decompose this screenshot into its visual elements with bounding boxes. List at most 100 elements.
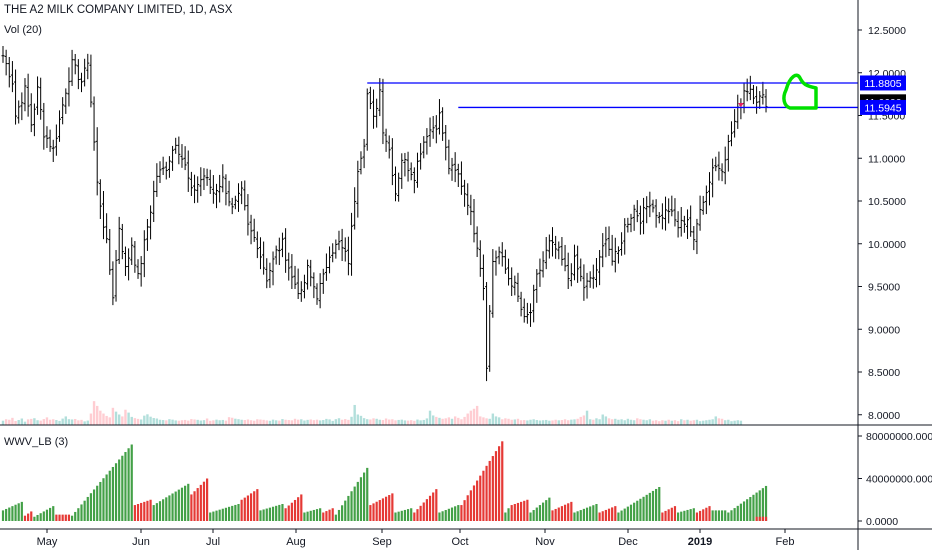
price-bar [318, 273, 322, 309]
volume-bar [322, 420, 325, 425]
volume-bar [325, 418, 328, 425]
volume-bar [347, 419, 350, 425]
wwv-bar [231, 505, 234, 521]
price-bar [180, 144, 184, 168]
volume-bar [187, 420, 190, 425]
volume-bar [632, 420, 636, 425]
wwv-bar [11, 506, 14, 521]
price-bar [541, 251, 545, 278]
wwv-bar [331, 508, 334, 521]
wwv-bar [576, 511, 579, 521]
wwv-bar [454, 506, 457, 521]
price-bar [626, 217, 630, 233]
wwv-bar [105, 474, 108, 521]
volume-bar [227, 417, 231, 425]
volume-bar [592, 419, 595, 425]
volume-bar [171, 419, 174, 425]
price-bar [58, 110, 62, 142]
wwv-bar [447, 508, 450, 521]
volume-bar [328, 419, 331, 425]
volume-bar [413, 420, 416, 425]
volume-bar [683, 420, 686, 425]
chart-title: THE A2 MILK COMPANY LIMITED, 1D, ASX [4, 4, 233, 16]
wwv-bar [403, 509, 407, 521]
price-bar [522, 298, 526, 323]
volume-bar [604, 416, 608, 425]
price-bar [415, 152, 419, 188]
price-bar [45, 126, 49, 148]
price-bar [321, 268, 325, 294]
wwv-bar [309, 510, 312, 521]
volume-bar [23, 421, 27, 425]
wwv-bar [36, 514, 39, 521]
volume-bar [290, 420, 294, 425]
price-bar [161, 156, 165, 175]
price-bar [434, 115, 438, 144]
wwv-bar [749, 497, 752, 521]
price-bar [673, 198, 677, 227]
price-bar [86, 53, 90, 80]
price-tick-label: 8.5000 [868, 367, 900, 379]
volume-bar [453, 416, 457, 425]
wwv-bar [510, 505, 513, 521]
pointing-hand-icon [782, 73, 818, 110]
wwv-bar [761, 516, 764, 521]
wwv-bar [341, 505, 344, 521]
wwv-bar [620, 510, 623, 521]
volume-bar [202, 420, 206, 425]
wwv-bar [297, 497, 300, 521]
price-bar [337, 230, 341, 251]
volume-bar [554, 419, 557, 425]
wwv-bar [74, 511, 77, 521]
wwv-bar [350, 491, 353, 521]
wwv-bar [523, 500, 526, 521]
wwv-bar [180, 487, 184, 521]
wwv-bar [5, 508, 8, 521]
wwv-bar [114, 463, 118, 521]
volume-bar [711, 419, 714, 425]
wwv-bar [724, 510, 727, 521]
volume-bar [312, 420, 316, 425]
volume-bar [36, 420, 39, 425]
price-bar [764, 89, 768, 113]
price-bar [551, 227, 554, 257]
volume-bar [695, 419, 699, 425]
wwv-bar [14, 504, 17, 521]
wwv-bar [391, 493, 394, 521]
price-bar [73, 53, 77, 75]
price-bar [123, 246, 127, 276]
price-label-text: 11.8805 [864, 78, 901, 90]
price-bar [708, 172, 711, 206]
volume-bar [466, 413, 469, 425]
wwv-bar [604, 509, 607, 521]
price-bar [17, 100, 21, 124]
price-bar [64, 88, 68, 114]
volume-bar [180, 420, 184, 425]
volume-bar [121, 416, 124, 425]
price-bar [340, 228, 344, 262]
price-bar [189, 171, 193, 197]
price-bar [167, 156, 171, 178]
price-bar [485, 282, 489, 382]
volume-bar [510, 419, 513, 425]
volume-bar [673, 420, 677, 425]
volume-bar [20, 418, 24, 425]
volume-bar [359, 415, 363, 425]
volume-bar [651, 420, 655, 425]
volume-bar [136, 418, 140, 425]
wwv-bar [623, 508, 626, 521]
wwv-bar [155, 503, 158, 521]
wwv-bar [315, 509, 319, 521]
price-bar [525, 302, 529, 324]
price-bar [54, 124, 58, 156]
volume-bar [629, 419, 633, 425]
volume-bar [221, 419, 224, 425]
price-bar [616, 246, 620, 264]
price-bar [130, 237, 134, 265]
volume-bar [309, 419, 312, 425]
price-bar [142, 230, 146, 278]
price-bar [601, 233, 605, 268]
wwv-bar [532, 510, 535, 521]
volume-bar [4, 419, 8, 425]
